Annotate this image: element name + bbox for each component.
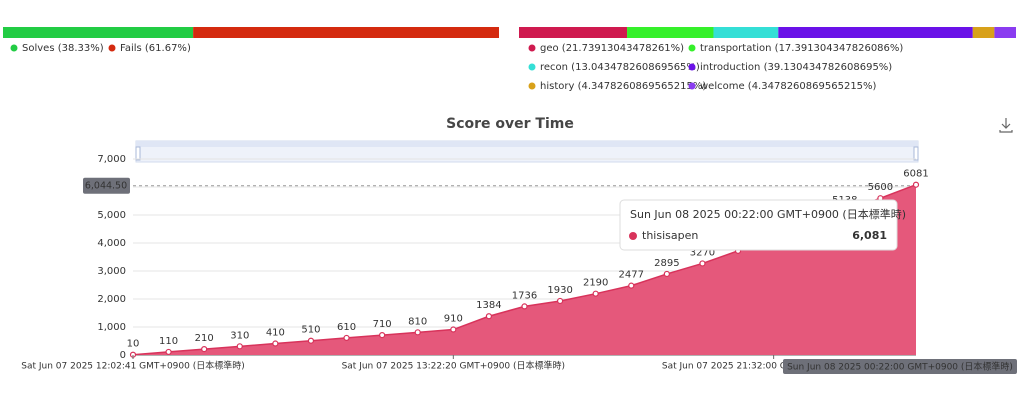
tooltip-marker xyxy=(629,232,637,240)
data-label: 10 xyxy=(127,339,140,350)
legend-label: welcome (4.3478260869565215%) xyxy=(700,81,877,92)
y-tick-label: 7,000 xyxy=(97,154,126,165)
point xyxy=(521,303,528,310)
data-label: 810 xyxy=(408,316,427,327)
legend-label: geo (21.73913043478261%) xyxy=(540,43,684,54)
y-tick-label: 0 xyxy=(120,350,126,361)
tooltip xyxy=(619,199,898,251)
legend-marker xyxy=(108,44,116,52)
point xyxy=(272,340,279,347)
bar-segment xyxy=(778,27,973,38)
data-zoom[interactable] xyxy=(135,140,919,163)
y-tick-label: 3,000 xyxy=(97,266,126,277)
bar-segment xyxy=(627,27,714,38)
data-label: 710 xyxy=(373,319,392,330)
tooltip-title: Sun Jun 08 2025 00:22:00 GMT+0900 (日本標準時… xyxy=(630,207,906,221)
legend-marker xyxy=(528,63,536,71)
legend-label: transportation (17.391304347826086%) xyxy=(700,43,903,54)
bar-segment xyxy=(994,27,1016,38)
data-label: 2477 xyxy=(619,270,644,281)
point xyxy=(201,346,208,353)
data-label: 110 xyxy=(159,336,178,347)
point xyxy=(307,337,315,344)
bar-segment xyxy=(193,27,499,38)
legend-marker xyxy=(688,44,696,52)
data-label: 2895 xyxy=(654,258,679,269)
legend-marker xyxy=(688,63,696,71)
y-tick-label: 5,000 xyxy=(97,210,126,221)
point xyxy=(379,332,386,339)
y-tick-label: 4,000 xyxy=(97,238,126,249)
bar-segment xyxy=(972,27,995,38)
bar-segment xyxy=(519,27,628,38)
data-label: 310 xyxy=(230,330,249,341)
x-tick-label: Sat Jun 07 2025 13:22:20 GMT+0900 (日本標準時… xyxy=(342,360,565,372)
tooltip-series: thisisapen xyxy=(642,229,698,242)
point xyxy=(628,282,635,289)
data-label: 910 xyxy=(444,314,463,325)
pointer-y-box xyxy=(83,177,130,194)
x-tick-label: Sat Jun 07 2025 12:02:41 GMT+0900 (日本標準時… xyxy=(21,360,244,372)
pointer-y-label: 6,044.50 xyxy=(85,180,127,191)
legend-label: history (4.3478260869565215%) xyxy=(540,81,706,92)
data-label: 2190 xyxy=(583,278,608,289)
pointer-x-box xyxy=(783,359,1017,374)
legend-marker xyxy=(688,82,696,90)
data-label: 6081 xyxy=(903,169,928,180)
point xyxy=(592,290,599,297)
data-label: 210 xyxy=(195,333,214,344)
legend-marker xyxy=(528,44,536,52)
data-label: 410 xyxy=(266,328,285,339)
point xyxy=(663,270,670,278)
data-label: 3270 xyxy=(690,247,715,258)
data-label: 1736 xyxy=(512,290,537,301)
chart-title: Score over Time xyxy=(446,116,574,132)
legend-label: recon (13.043478260869565%) xyxy=(540,62,700,73)
tooltip-value: 6,081 xyxy=(852,229,887,242)
y-tick-label: 2,000 xyxy=(97,294,126,305)
legend-marker xyxy=(10,44,18,52)
point xyxy=(414,329,421,336)
area xyxy=(133,184,916,355)
point xyxy=(165,348,172,356)
y-tick-label: 1,000 xyxy=(97,322,126,333)
point xyxy=(236,343,243,350)
point xyxy=(556,297,564,305)
point xyxy=(343,334,350,342)
data-label: 5600 xyxy=(868,182,893,193)
bar-segment xyxy=(713,27,779,38)
legend-marker xyxy=(528,82,536,90)
legend-label: Fails (61.67%) xyxy=(120,43,191,54)
legend-label: Solves (38.33%) xyxy=(22,43,104,54)
data-label: 510 xyxy=(301,325,320,336)
data-label: 1384 xyxy=(476,300,501,311)
download-icon[interactable] xyxy=(999,118,1013,133)
bar-segment xyxy=(3,27,194,38)
data-label: 1930 xyxy=(547,285,572,296)
point xyxy=(485,313,493,320)
point xyxy=(699,260,706,267)
data-label: 610 xyxy=(337,322,356,333)
point xyxy=(450,326,457,333)
legend-label: introduction (39.130434782608695%) xyxy=(700,62,892,73)
point xyxy=(912,181,920,188)
pointer-x-label: Sun Jun 08 2025 00:22:00 GMT+0900 (日本標準時… xyxy=(787,361,1013,373)
